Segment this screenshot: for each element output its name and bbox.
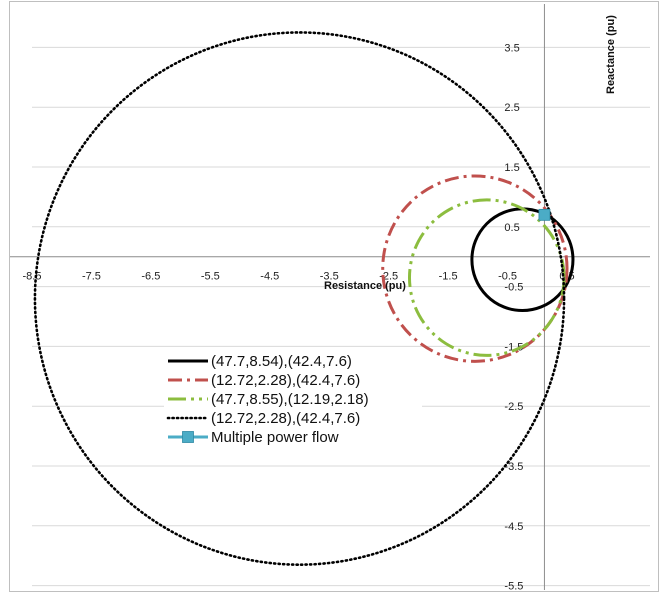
y-axis-title: Reactance (pu) [605, 15, 617, 94]
axes [10, 4, 650, 590]
series-layer [33, 31, 575, 566]
legend-label-4: (12.72,2.28),(42.4,7.6) [211, 410, 360, 427]
legend-swatch-marker [182, 431, 194, 443]
x-tick-label: -7.5 [82, 271, 101, 283]
y-tick-label: -1.5 [504, 341, 523, 353]
y-tick-label: 2.5 [504, 102, 519, 114]
legend-label-1: (47.7,8.54),(42.4,7.6) [211, 353, 352, 370]
x-tick-label: -6.5 [141, 271, 160, 283]
y-tick-label: 3.5 [504, 42, 519, 54]
legend: (47.7,8.54),(42.4,7.6) (12.72,2.28),(42.4… [164, 352, 422, 453]
x-tick-label: -1.5 [439, 271, 458, 283]
legend-label-5: Multiple power flow [211, 429, 339, 446]
x-tick-label: -8.5 [22, 271, 41, 283]
y-tick-label: -3.5 [504, 461, 523, 473]
y-tick-label: -0.5 [504, 282, 523, 294]
legend-label-3: (47.7,8.55),(12.19,2.18) [211, 391, 369, 408]
x-tick-label: -0.5 [498, 271, 517, 283]
y-tick-label: -5.5 [504, 581, 523, 593]
legend-label-2: (12.72,2.28),(42.4,7.6) [211, 372, 360, 389]
x-tick-label: -5.5 [201, 271, 220, 283]
y-tick-label: 0.5 [504, 222, 519, 234]
y-tick-label: -2.5 [504, 401, 523, 413]
series-curve-3 [407, 198, 566, 357]
x-tick-label: -3.5 [320, 271, 339, 283]
series-curve-4 [33, 31, 566, 566]
chart-border [9, 1, 659, 592]
series-marker-point [538, 208, 551, 221]
y-tick-label: -4.5 [504, 521, 523, 533]
series-curve-2 [381, 174, 569, 363]
x-tick-label: -4.5 [260, 271, 279, 283]
x-axis-title: Resistance (pu) [324, 280, 406, 292]
y-tick-label: 1.5 [504, 162, 519, 174]
